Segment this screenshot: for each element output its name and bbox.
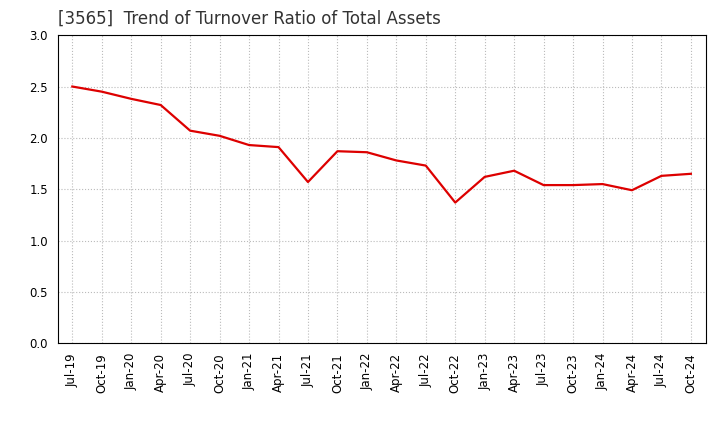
Text: [3565]  Trend of Turnover Ratio of Total Assets: [3565] Trend of Turnover Ratio of Total …	[58, 10, 441, 28]
